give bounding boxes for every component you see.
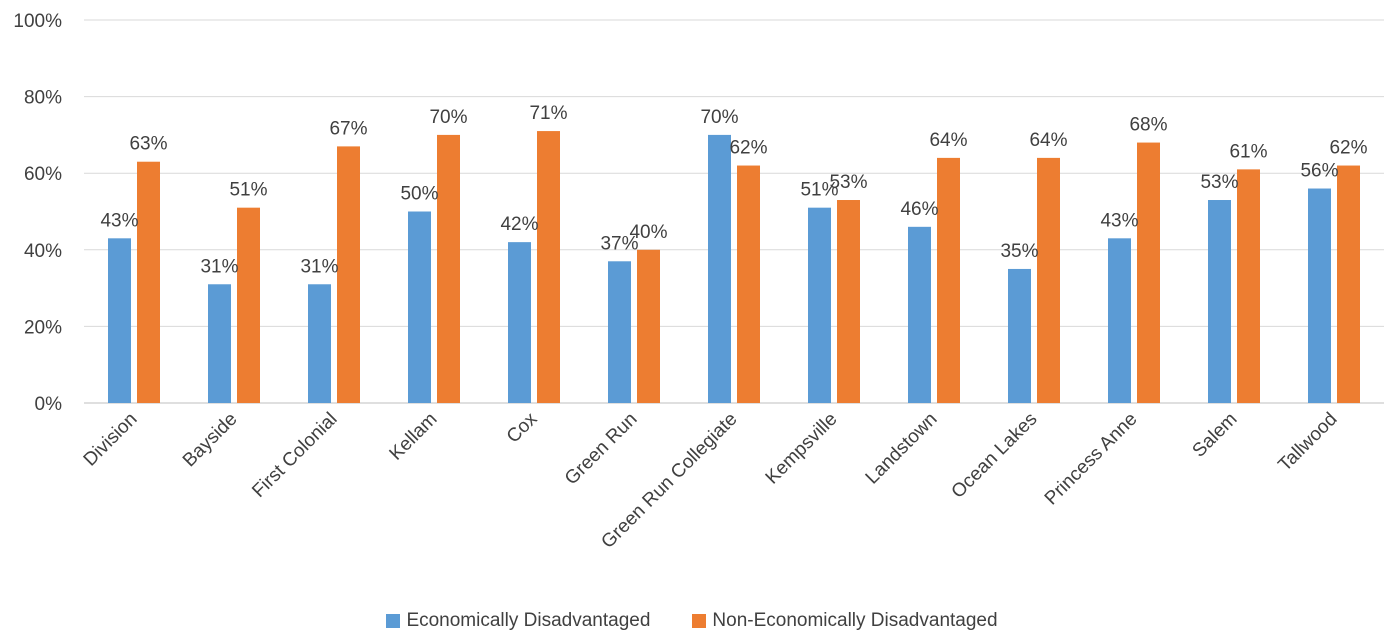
data-label: 43%: [100, 210, 138, 231]
bar-econ: [1108, 238, 1131, 403]
legend-item-non-economically-disadvantaged: Non-Economically Disadvantaged: [692, 610, 998, 632]
data-label: 51%: [800, 180, 838, 201]
bar-non-econ: [137, 161, 160, 403]
data-label: 50%: [400, 184, 438, 205]
y-tick-label: 40%: [24, 241, 62, 262]
bar-econ: [908, 226, 931, 403]
x-tick-label: Kempsville: [762, 409, 842, 489]
bars: [108, 131, 1360, 403]
x-tick-label: Tallwood: [1274, 409, 1341, 476]
x-axis-ticks: Division Bayside First Colonial Kellam Cox Gr…: [80, 408, 1342, 552]
x-tick-label: Bayside: [179, 409, 242, 472]
y-tick-label: 80%: [24, 88, 62, 109]
data-label: 62%: [729, 138, 767, 159]
x-tick-label: Green Run: [561, 409, 642, 490]
bar-non-econ: [537, 131, 560, 403]
bar-non-econ: [1137, 142, 1160, 403]
x-tick-label: Landstown: [862, 409, 942, 489]
data-label: 53%: [1200, 172, 1238, 193]
data-label: 46%: [900, 199, 938, 220]
bar-econ: [1008, 268, 1031, 403]
bar-non-econ: [1037, 157, 1060, 403]
x-tick-label: First Colonial: [248, 409, 341, 502]
bar-non-econ: [637, 249, 660, 403]
bar-econ: [508, 242, 531, 403]
data-label: 70%: [429, 107, 467, 128]
data-label: 42%: [500, 214, 538, 235]
data-label: 37%: [600, 233, 638, 254]
bar-non-econ: [1237, 169, 1260, 403]
data-label: 56%: [1300, 161, 1338, 182]
bar-econ: [608, 261, 631, 403]
bar-econ: [1308, 188, 1331, 403]
y-axis-ticks: 0% 20% 40% 60% 80% 100%: [13, 11, 62, 415]
bar-non-econ: [937, 157, 960, 403]
bar-econ: [208, 284, 231, 403]
y-tick-label: 60%: [24, 164, 62, 185]
y-tick-label: 20%: [24, 317, 62, 338]
bar-non-econ: [437, 134, 460, 403]
bar-econ: [1208, 200, 1231, 403]
bar-non-econ: [837, 200, 860, 403]
data-label: 31%: [300, 256, 338, 277]
x-tick-label: Ocean Lakes: [948, 409, 1042, 503]
data-label: 62%: [1329, 138, 1367, 159]
data-label: 67%: [329, 118, 367, 139]
data-label: 35%: [1000, 241, 1038, 262]
data-label: 71%: [529, 103, 567, 124]
x-tick-label: Princess Anne: [1041, 409, 1142, 510]
y-tick-label: 0%: [35, 394, 63, 415]
x-tick-label: Division: [80, 409, 142, 471]
data-label: 68%: [1129, 115, 1167, 136]
data-label: 61%: [1229, 141, 1267, 162]
legend-swatch-economically-disadvantaged: [386, 614, 401, 628]
bar-non-econ: [1337, 165, 1360, 403]
legend-item-economically-disadvantaged: Economically Disadvantaged: [386, 610, 650, 632]
bar-non-econ: [337, 146, 360, 403]
gridlines: [84, 19, 1384, 404]
legend: Economically Disadvantaged Non-Economica…: [0, 609, 1384, 633]
data-label: 70%: [700, 107, 738, 128]
bar-econ: [808, 207, 831, 403]
data-label: 64%: [929, 130, 967, 151]
bar-econ: [108, 238, 131, 403]
data-label: 64%: [1029, 130, 1067, 151]
data-label: 53%: [829, 172, 867, 193]
x-tick-label: Kellam: [386, 409, 442, 465]
legend-label: Non-Economically Disadvantaged: [712, 610, 998, 631]
y-tick-label: 100%: [13, 11, 62, 32]
data-label: 40%: [629, 222, 667, 243]
bar-non-econ: [737, 165, 760, 403]
legend-swatch-non-economically-disadvantaged: [692, 614, 707, 628]
bar-econ: [408, 211, 431, 403]
data-label: 63%: [129, 134, 167, 155]
data-labels: 43% 63% 31% 51% 31% 67% 50% 70% 42% 71% 37%40% 70% 6…: [100, 103, 1367, 277]
bar-econ: [308, 284, 331, 403]
x-tick-label: Salem: [1189, 409, 1242, 462]
data-label: 51%: [229, 180, 267, 201]
data-label: 31%: [200, 256, 238, 277]
legend-label: Economically Disadvantaged: [406, 610, 651, 631]
bar-non-econ: [237, 207, 260, 403]
x-tick-label: Cox: [503, 408, 542, 447]
data-label: 43%: [1100, 210, 1138, 231]
bar-econ: [708, 134, 731, 403]
